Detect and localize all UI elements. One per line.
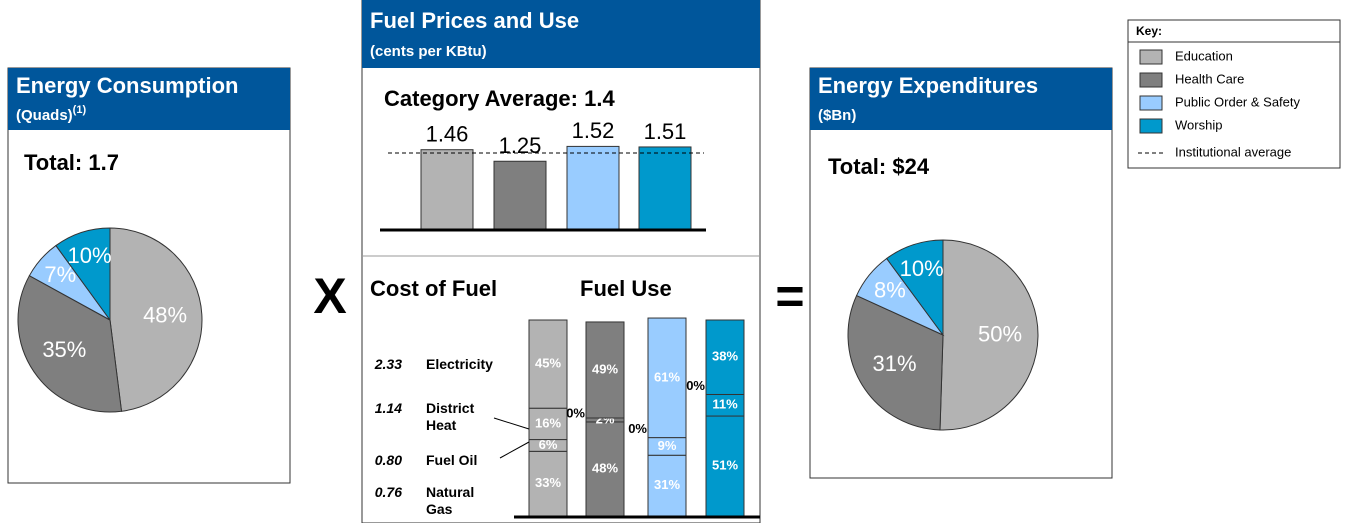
- value-label: 1.52: [572, 118, 615, 143]
- bar: [420, 149, 474, 231]
- fuel-name: District Heat: [426, 400, 475, 433]
- segment-label: 45%: [535, 356, 561, 371]
- key-title: Key:: [1136, 24, 1162, 38]
- key-label: Worship: [1175, 117, 1222, 132]
- pie-slice: [847, 294, 944, 431]
- fuel-price: 0.76: [374, 484, 402, 500]
- panel-header: [8, 68, 290, 130]
- fuel-name: Natural Gas: [426, 484, 475, 517]
- panel-title: Energy Consumption: [16, 73, 238, 98]
- segment-label: 0%: [628, 421, 647, 436]
- key-swatch: [1139, 118, 1163, 134]
- value-label: 1.51: [644, 119, 687, 144]
- bar-segment: [528, 319, 568, 409]
- key-swatch: [1139, 95, 1163, 111]
- panel-title: Fuel Prices and Use: [370, 8, 579, 33]
- fuel-name: Fuel Oil: [426, 452, 478, 468]
- segment-label: 33%: [535, 475, 561, 490]
- segment-label: 11%: [712, 397, 738, 412]
- total-label: Total: 1.7: [24, 150, 119, 175]
- value-label: 1.25: [499, 133, 542, 158]
- slice-label: 48%: [143, 302, 187, 327]
- segment-label: 48%: [592, 460, 618, 475]
- fuel-name: Electricity: [426, 356, 493, 372]
- panel-title: Energy Expenditures: [818, 73, 1038, 98]
- segment-label: 9%: [658, 438, 677, 453]
- segment-label: 16%: [535, 415, 561, 430]
- value-label: 1.46: [426, 122, 469, 147]
- price-title: Cost of Fuel: [370, 276, 497, 301]
- operator: X: [313, 268, 346, 324]
- segment-label: 6%: [539, 437, 558, 452]
- panel-subtitle: ($Bn): [818, 107, 856, 124]
- key-label: Health Care: [1175, 71, 1244, 86]
- slice-label: 50%: [978, 322, 1022, 347]
- bar-segment: [705, 415, 745, 517]
- pie-slice: [939, 239, 1039, 431]
- bar-segment: [647, 454, 687, 517]
- slice-label: 31%: [873, 351, 917, 376]
- panel-subtitle: (cents per KBtu): [370, 43, 487, 60]
- key-swatch: [1139, 72, 1163, 88]
- subtitle: (Quads): [16, 107, 73, 124]
- key-label: Public Order & Safety: [1175, 94, 1300, 109]
- bar-segment: [647, 317, 687, 439]
- segment-label: 51%: [712, 457, 738, 472]
- segment-label: 0%: [686, 378, 705, 393]
- chart-title: Fuel Use: [580, 276, 672, 301]
- footnote-mark: (1): [73, 104, 87, 116]
- pie-slice: [109, 227, 203, 412]
- segment-label: 61%: [654, 369, 680, 384]
- panel-subtitle: (Quads)(1): [16, 104, 86, 124]
- segment-label: 0%: [566, 405, 585, 420]
- panel-header: [810, 68, 1112, 130]
- segment-label: 49%: [592, 361, 618, 376]
- connector: [493, 417, 530, 430]
- panel-header: [362, 0, 760, 68]
- bar: [566, 145, 620, 231]
- slice-label: 10%: [68, 243, 112, 268]
- pie-slice: [885, 239, 944, 337]
- slice-label: 8%: [874, 278, 906, 303]
- operator: =: [775, 268, 804, 324]
- pie-slice: [55, 227, 111, 322]
- segment-label: 38%: [712, 349, 738, 364]
- key-label: Education: [1175, 48, 1233, 63]
- slice-label: 10%: [900, 256, 944, 281]
- bar-segment: [585, 321, 625, 419]
- fuel-price: 1.14: [374, 400, 402, 416]
- fuel-price: 2.33: [374, 356, 402, 372]
- bar-segment: [585, 421, 625, 517]
- bar: [493, 160, 547, 231]
- key-label: Institutional average: [1175, 144, 1291, 159]
- annotation: Category Average: 1.4: [384, 86, 615, 111]
- fuel-price: 0.80: [374, 452, 402, 468]
- bar-segment: [528, 407, 568, 441]
- key-box: [1127, 19, 1341, 169]
- bar-segment: [528, 450, 568, 517]
- slice-label: 35%: [42, 337, 86, 362]
- key-swatch: [1139, 49, 1163, 65]
- bar-segment: [705, 319, 745, 395]
- segment-label: 31%: [654, 477, 680, 492]
- pie-slice: [17, 274, 123, 413]
- connector: [499, 441, 530, 459]
- bar: [638, 146, 692, 231]
- total-label: Total: $24: [828, 154, 930, 179]
